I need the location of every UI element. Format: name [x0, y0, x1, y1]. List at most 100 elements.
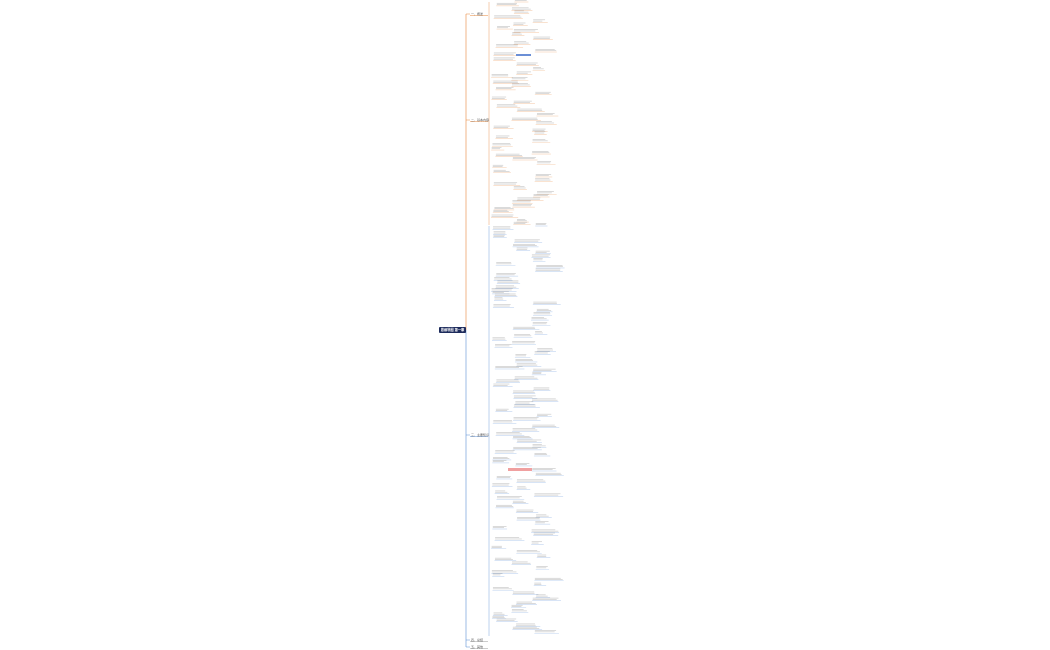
leaf-text [537, 162, 551, 164]
leaf-text [496, 88, 512, 89]
leaf-text [532, 151, 549, 152]
leaf-text [496, 379, 519, 381]
leaf-text [497, 497, 520, 499]
leaf-text [512, 341, 536, 342]
leaf-text [497, 496, 522, 497]
leaf-text [512, 32, 521, 34]
leaf-text [491, 98, 505, 99]
leaf-text [493, 127, 509, 128]
leaf-text [513, 436, 530, 437]
leaf-text [536, 308, 549, 310]
leaf-text [537, 191, 554, 192]
leaf-text [517, 486, 526, 488]
leaf-text [495, 135, 510, 137]
leaf-text [513, 326, 535, 328]
leaf-text [533, 36, 551, 38]
leaf-text [491, 75, 509, 77]
leaf-text [492, 338, 506, 340]
leaf-text [512, 500, 524, 502]
leaf-text [534, 453, 547, 454]
leaf-text [531, 541, 542, 543]
leaf-text [511, 117, 538, 119]
leaf-text [532, 599, 557, 600]
leaf-text [513, 100, 532, 102]
leaf-text [516, 479, 544, 481]
leaf-text [533, 19, 546, 21]
root-node [439, 327, 466, 333]
leaf-text [493, 231, 506, 233]
leaf-text [536, 114, 553, 116]
leaf-text [496, 2, 517, 4]
leaf-text [495, 366, 523, 367]
leaf-text [492, 457, 508, 458]
leaf-text [537, 192, 552, 194]
leaf-text [494, 15, 521, 17]
leaf-text [532, 140, 548, 142]
leaf-text [532, 424, 555, 426]
leaf-text [492, 574, 501, 576]
leaf-text [533, 533, 554, 535]
leaf-text [494, 16, 522, 18]
leaf-text [496, 263, 512, 265]
leaf-text [531, 318, 547, 320]
leaf-text [534, 493, 561, 495]
leaf-text [493, 57, 515, 59]
leaf-text [495, 537, 520, 538]
leaf-text [492, 143, 511, 144]
leaf-text [493, 52, 516, 54]
leaf-text [535, 252, 547, 253]
leaf-text [512, 83, 528, 84]
leaf-text [533, 313, 551, 315]
leaf-text [535, 269, 561, 271]
leaf-text [516, 248, 528, 250]
leaf-text [534, 582, 542, 584]
leaf-text [535, 179, 551, 181]
leaf-text [493, 385, 508, 386]
leaf-text [513, 102, 530, 103]
leaf-text [535, 93, 550, 94]
leaf-text [513, 437, 532, 438]
leaf-text [513, 223, 526, 224]
leaf-text [535, 250, 550, 252]
leaf-text [511, 610, 527, 612]
leaf-text [532, 426, 557, 427]
leaf-text [495, 344, 512, 345]
leaf-text [494, 294, 517, 296]
leaf-text [512, 84, 530, 86]
leaf-text [536, 310, 552, 311]
leaf-text [493, 82, 518, 83]
leaf-text [512, 591, 535, 593]
leaf-text [535, 472, 561, 474]
leaf-text [532, 445, 546, 447]
leaf-text [513, 395, 536, 397]
leaf-text [511, 8, 531, 10]
leaf-text [492, 144, 511, 146]
leaf-text [532, 128, 546, 130]
leaf-text [492, 587, 509, 588]
leaf-text [513, 417, 539, 418]
leaf-text [516, 71, 532, 73]
leaf-text [495, 345, 510, 347]
leaf-text [536, 113, 555, 114]
leaf-text [492, 164, 504, 166]
leaf-text [493, 171, 510, 172]
leaf-text [536, 265, 563, 266]
leaf-text [514, 42, 529, 44]
leaf-text [533, 303, 557, 304]
leaf-text [494, 207, 511, 208]
leaf-text [514, 240, 539, 242]
branch-label: 二、基本内容 [471, 117, 489, 122]
leaf-text [516, 363, 536, 365]
leaf-text [532, 468, 556, 469]
leaf-text [531, 254, 551, 256]
leaf-text [516, 624, 536, 626]
root-label: 思维导图 第一章 [441, 327, 465, 332]
leaf-text [494, 208, 514, 209]
leaf-text [515, 402, 530, 404]
branch-label: 四、总结 [471, 637, 483, 642]
leaf-text [516, 511, 534, 512]
leaf-text [535, 91, 551, 93]
leaf-text [535, 175, 549, 176]
leaf-text [513, 29, 538, 30]
